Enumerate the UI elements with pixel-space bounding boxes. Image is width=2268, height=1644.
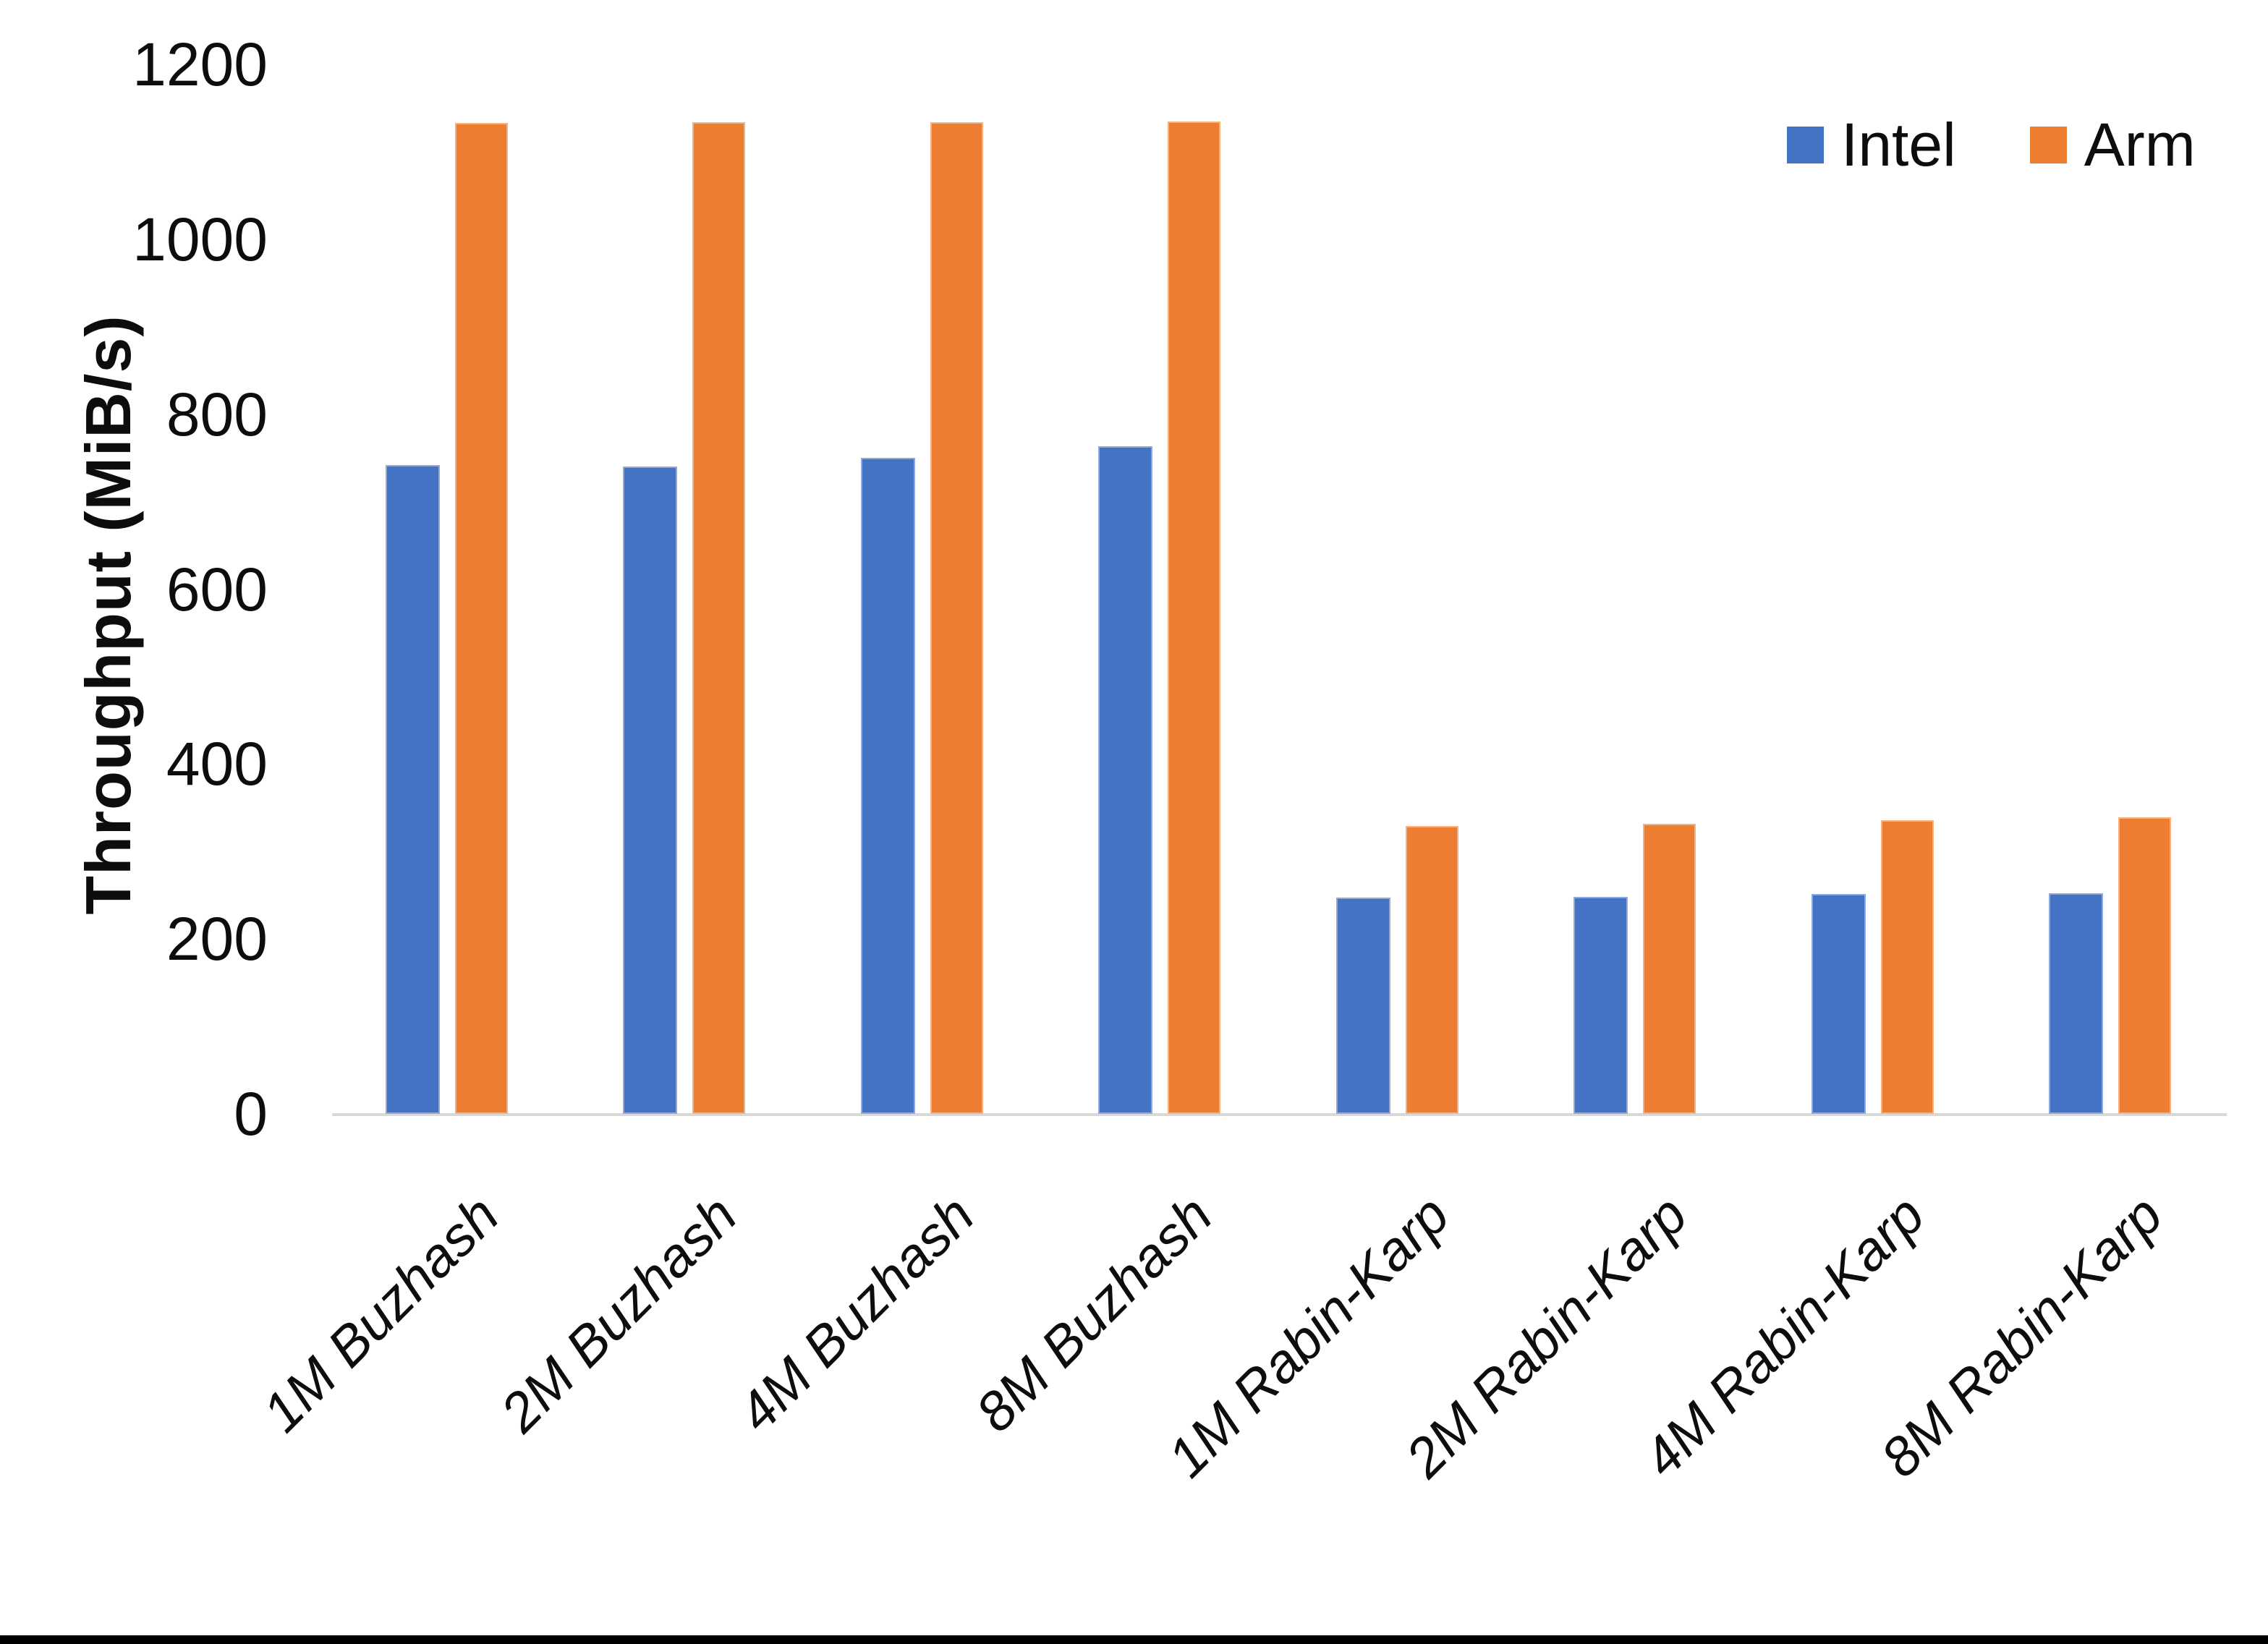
bar-intel-8 xyxy=(2049,893,2103,1114)
y-tick-label: 600 xyxy=(166,555,268,623)
intel-series-swatch-icon xyxy=(1787,126,1824,163)
legend-item-arm: Arm xyxy=(2029,108,2196,181)
bar-arm-6 xyxy=(1643,824,1696,1114)
bar-intel-4 xyxy=(1098,446,1152,1114)
bar-arm-4 xyxy=(1168,122,1220,1114)
bar-intel-2 xyxy=(623,467,677,1114)
y-tick-label: 800 xyxy=(166,380,268,448)
x-category-label: 2M Buzhash xyxy=(488,1184,749,1444)
bar-arm-2 xyxy=(692,122,745,1114)
arm-series-swatch-icon xyxy=(2029,126,2067,163)
y-tick-label: 1200 xyxy=(132,30,268,98)
legend-label-intel: Intel xyxy=(1841,111,1956,179)
screenshot-bottom-border xyxy=(0,1635,2268,1644)
bar-intel-6 xyxy=(1573,897,1628,1114)
bar-arm-8 xyxy=(2118,817,2171,1114)
x-category-label: 8M Buzhash xyxy=(964,1184,1224,1444)
bar-arm-5 xyxy=(1405,826,1458,1114)
y-tick-label: 0 xyxy=(234,1080,268,1148)
bar-intel-3 xyxy=(860,458,915,1114)
y-tick-label: 400 xyxy=(166,730,268,798)
x-category-label: 4M Buzhash xyxy=(726,1184,986,1444)
bar-intel-1 xyxy=(385,465,440,1114)
y-tick-label: 1000 xyxy=(132,205,268,273)
bar-intel-7 xyxy=(1811,894,1866,1114)
legend: Intel Arm xyxy=(1787,108,2196,181)
legend-label-arm: Arm xyxy=(2084,111,2196,179)
y-tick-label: 200 xyxy=(166,905,268,974)
legend-item-intel: Intel xyxy=(1787,108,1956,181)
bar-intel-5 xyxy=(1335,898,1390,1114)
bar-arm-3 xyxy=(930,122,983,1114)
x-axis-line xyxy=(332,1113,2227,1116)
plot-area xyxy=(332,64,2227,1116)
bar-arm-7 xyxy=(1880,820,1934,1114)
bar-arm-1 xyxy=(454,123,508,1114)
x-category-label: 1M Buzhash xyxy=(251,1184,511,1444)
